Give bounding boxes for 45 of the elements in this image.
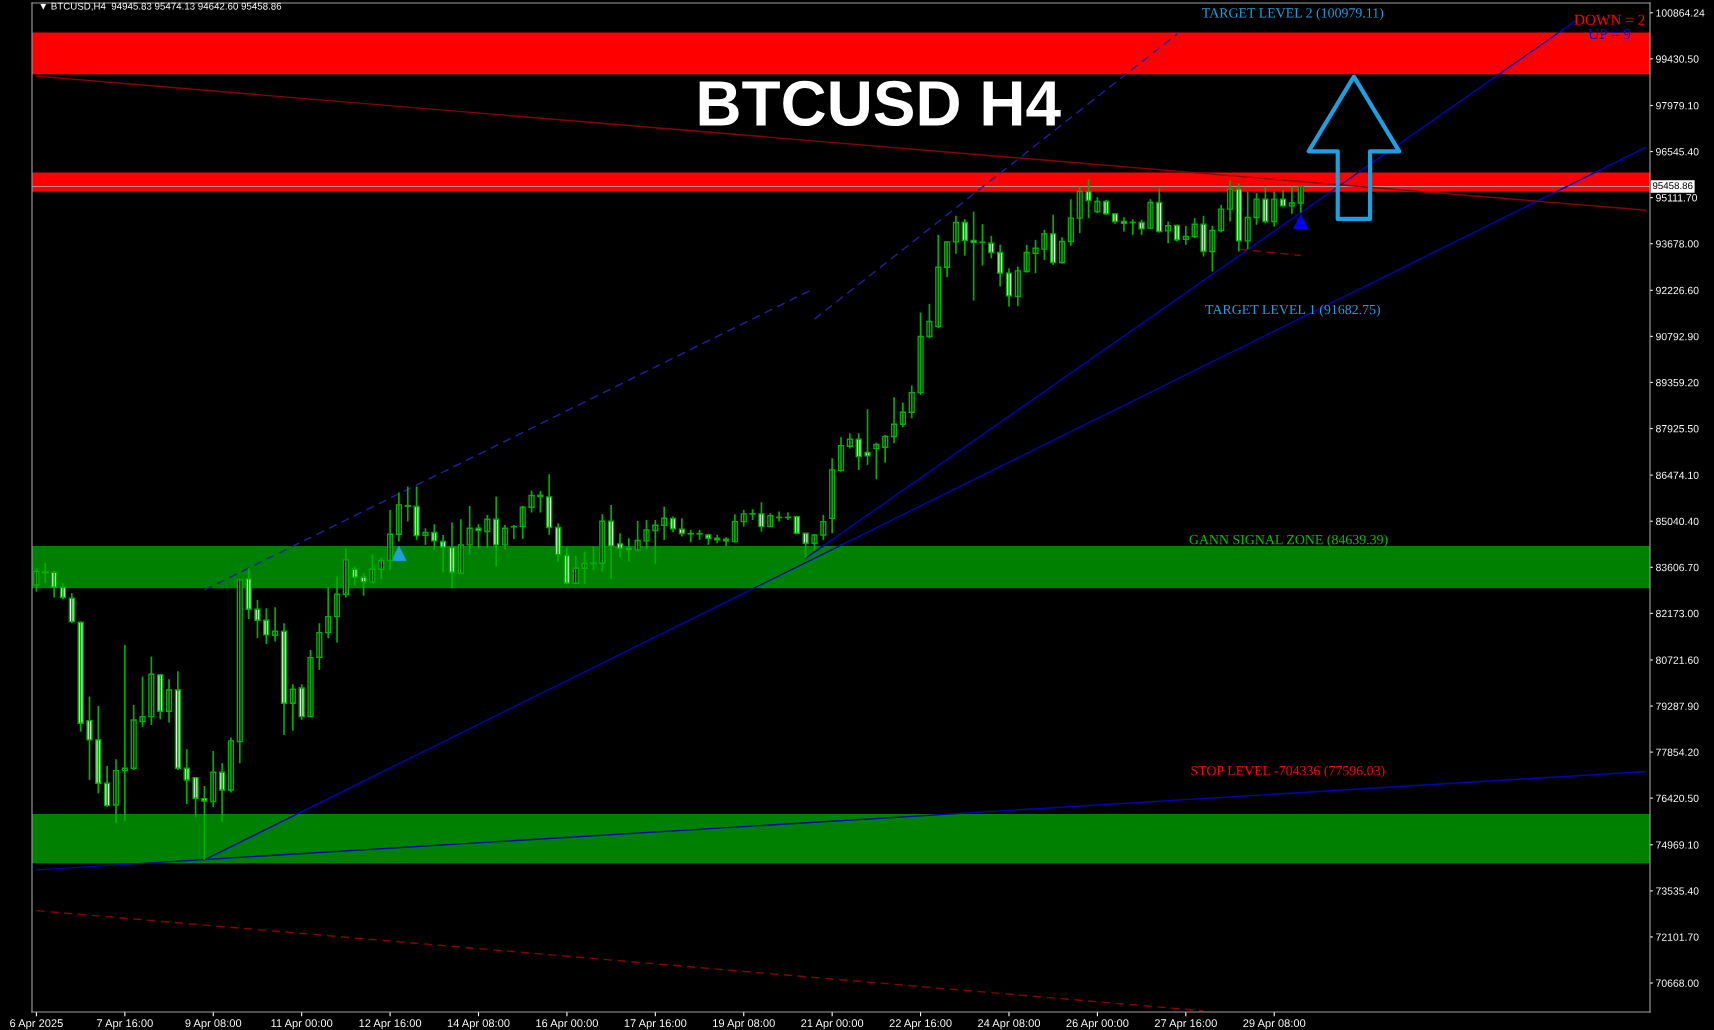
y-tick-label: 97979.10	[1656, 101, 1699, 110]
text: BTCUSD H4	[699, 80, 1061, 127]
annotation: STOP LEVEL -704336 (77596.03)	[1191, 765, 1385, 779]
y-tick-label: 83606.70	[1656, 563, 1699, 572]
y-tick-label: 79287.90	[1656, 702, 1699, 710]
y-tick-label: 85040.40	[1656, 517, 1699, 526]
x-tick-label: 14 Apr 08:00	[447, 1019, 510, 1030]
y-tick-label: 86474.10	[1656, 471, 1699, 480]
y-tick-label: 70668.00	[1656, 979, 1699, 987]
x-tick-label: 27 Apr 16:00	[1154, 1019, 1217, 1030]
y-tick-label: 76420.50	[1656, 794, 1699, 803]
x-tick-label: 12 Apr 16:00	[359, 1019, 422, 1030]
y-tick-label: 74969.10	[1656, 841, 1699, 849]
y-tick-label: 93678.00	[1656, 240, 1699, 248]
x-tick-label: 26 Apr 00:00	[1066, 1019, 1129, 1030]
x-tick-label: 19 Apr 08:00	[713, 1019, 775, 1030]
y-tick-label: 87925.50	[1656, 425, 1699, 433]
ref-line-label: 95458.86	[1652, 182, 1693, 190]
x-tick-label: 6 Apr 2025	[10, 1019, 63, 1030]
y-tick-label: 92226.60	[1656, 286, 1699, 295]
annotation: ▼ BTCUSD,H4 94945.83 95474.13 94642.60 95458.86	[40, 2, 282, 11]
y-tick-label: 72101.70	[1656, 933, 1699, 941]
x-tick-label: 24 Apr 08:00	[978, 1019, 1041, 1030]
y-tick-label: 89359.20	[1656, 378, 1699, 387]
annotation: GANN SIGNAL ZONE (84639.39)	[1189, 534, 1388, 548]
x-tick-label: 22 Apr 16:00	[889, 1019, 952, 1030]
annotation: TARGET LEVEL 2 (100979.11)	[1202, 7, 1384, 21]
x-tick-label: 11 Apr 00:00	[271, 1019, 333, 1030]
y-tick-label: 95111.70	[1656, 194, 1698, 202]
y-tick-label: 99430.50	[1656, 55, 1699, 63]
x-tick-label: 21 Apr 00:00	[801, 1019, 864, 1030]
annotation: TARGET LEVEL 1 (91682.75)	[1205, 304, 1380, 318]
y-tick-label: 100864.24	[1656, 9, 1705, 17]
y-tick-label: 80721.60	[1656, 656, 1699, 664]
x-tick-label: 16 Apr 00:00	[536, 1019, 598, 1030]
x-tick-label: 29 Apr 08:00	[1243, 1019, 1306, 1030]
y-tick-label: 96545.40	[1656, 148, 1699, 156]
x-tick-label: 9 Apr 08:00	[185, 1019, 242, 1030]
x-tick-label: 17 Apr 16:00	[624, 1019, 687, 1030]
y-tick-label: 77854.20	[1656, 748, 1699, 756]
x-tick-label: 7 Apr 16:00	[96, 1019, 153, 1030]
annotation: DOWN = 2	[1574, 14, 1645, 26]
y-tick-label: 90792.90	[1656, 332, 1699, 341]
y-tick-label: 73535.40	[1656, 887, 1699, 895]
y-tick-label: 82173.00	[1656, 609, 1699, 618]
